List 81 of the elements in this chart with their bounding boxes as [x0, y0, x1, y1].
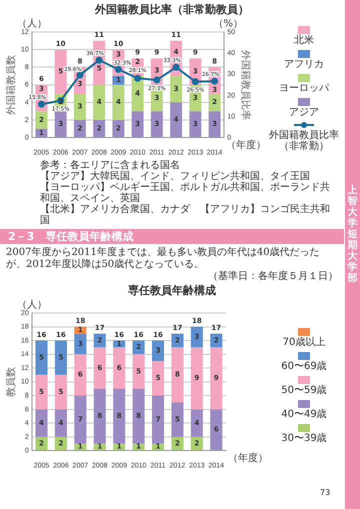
- bar: [170, 102, 182, 138]
- bar: [152, 396, 164, 444]
- bar: [190, 326, 203, 348]
- text: （基準日：各年度５月１日）: [207, 271, 339, 283]
- point: [38, 100, 45, 108]
- bar: [150, 111, 163, 138]
- point: [172, 64, 180, 71]
- bar: [113, 388, 126, 444]
- bar: [94, 347, 106, 389]
- y-axis-title: 教員数: [6, 366, 17, 397]
- bar: [35, 111, 48, 129]
- bar: [113, 347, 126, 389]
- legend-label: 外国籍教員比率（非常勤）: [268, 130, 340, 152]
- point: [134, 74, 142, 82]
- bar: [112, 84, 124, 120]
- legend-label: 30〜39歳: [281, 433, 327, 444]
- legend-label: 40〜49歳: [281, 409, 327, 420]
- text: （%）: [213, 18, 243, 30]
- y2-axis-title: 外国籍教員比率: [239, 50, 252, 120]
- legend-label: アジア: [289, 107, 319, 118]
- bar: [171, 402, 184, 437]
- bar: [190, 409, 203, 437]
- text: （人）: [16, 300, 47, 311]
- bar: [74, 334, 86, 354]
- bar: [208, 94, 221, 112]
- bar: [54, 111, 67, 138]
- bar: [74, 396, 86, 444]
- bar: [112, 120, 124, 138]
- point: [114, 66, 122, 73]
- bar: [132, 111, 144, 138]
- point: [192, 78, 199, 86]
- point: [96, 56, 103, 64]
- bar: [94, 334, 106, 348]
- text: 2－3 専任教員年齢構成: [0, 229, 344, 244]
- bar: [208, 111, 221, 138]
- text: 上智大学短期大学部: [348, 185, 358, 284]
- bar: [54, 340, 67, 375]
- text: 2007年度から2011年度までは、最も多い教員の年代は40歳代だったが、2012年度以降は50歳代となっている。: [5, 247, 321, 270]
- text: 【北米】アメリカ合衆国、カナダ 【アフリカ】コンゴ民主共和国: [40, 204, 331, 226]
- bar: [210, 347, 222, 410]
- text: （年度）: [226, 139, 266, 152]
- text: 【アジア】大韓民国、インド、フィリピン共和国、タイ王国: [40, 171, 311, 182]
- bar: [210, 334, 222, 348]
- text: （人）: [16, 18, 47, 30]
- bar: [189, 111, 202, 138]
- bar: [74, 354, 86, 396]
- chart-title: 専任教員年齢構成: [127, 283, 217, 299]
- bar: [93, 84, 106, 120]
- bar: [74, 94, 86, 120]
- legend-label: ヨーロッパ: [279, 83, 329, 94]
- legend-label: アフリカ: [284, 59, 324, 70]
- text: 参考：各エリアに含まれる国名: [40, 160, 181, 171]
- point: [153, 76, 160, 84]
- bar: [171, 334, 184, 348]
- bar: [171, 347, 184, 402]
- legend-label: 北米: [294, 35, 314, 46]
- bar: [54, 374, 67, 410]
- bar: [74, 120, 86, 138]
- chart-title: 外国籍教員比率（非常勤教員）: [94, 2, 250, 18]
- bar: [210, 409, 222, 450]
- y-axis-title: 外国籍教員数: [4, 54, 17, 115]
- bar: [190, 347, 203, 410]
- bar: [152, 340, 164, 362]
- bar: [170, 76, 182, 102]
- text: 73: [320, 488, 330, 497]
- bar: [35, 409, 48, 437]
- bar: [132, 354, 145, 389]
- bar: [54, 409, 67, 437]
- bar: [35, 374, 48, 410]
- bar: [93, 120, 106, 138]
- bar: [35, 340, 48, 375]
- legend-label: 70歳以上: [282, 337, 326, 348]
- bar: [94, 388, 106, 444]
- legend-label: 60〜69歳: [281, 361, 327, 372]
- bar: [132, 340, 145, 354]
- point: [76, 72, 84, 79]
- bar: [132, 388, 145, 444]
- bar: [152, 361, 164, 396]
- text: 【ヨーロッパ】ベルギー王国、ポルトガル共和国、ポーランド共和国、スペイン、英国: [40, 182, 331, 204]
- legend-label: 50〜59歳: [281, 385, 327, 396]
- text: （年度）: [228, 452, 268, 464]
